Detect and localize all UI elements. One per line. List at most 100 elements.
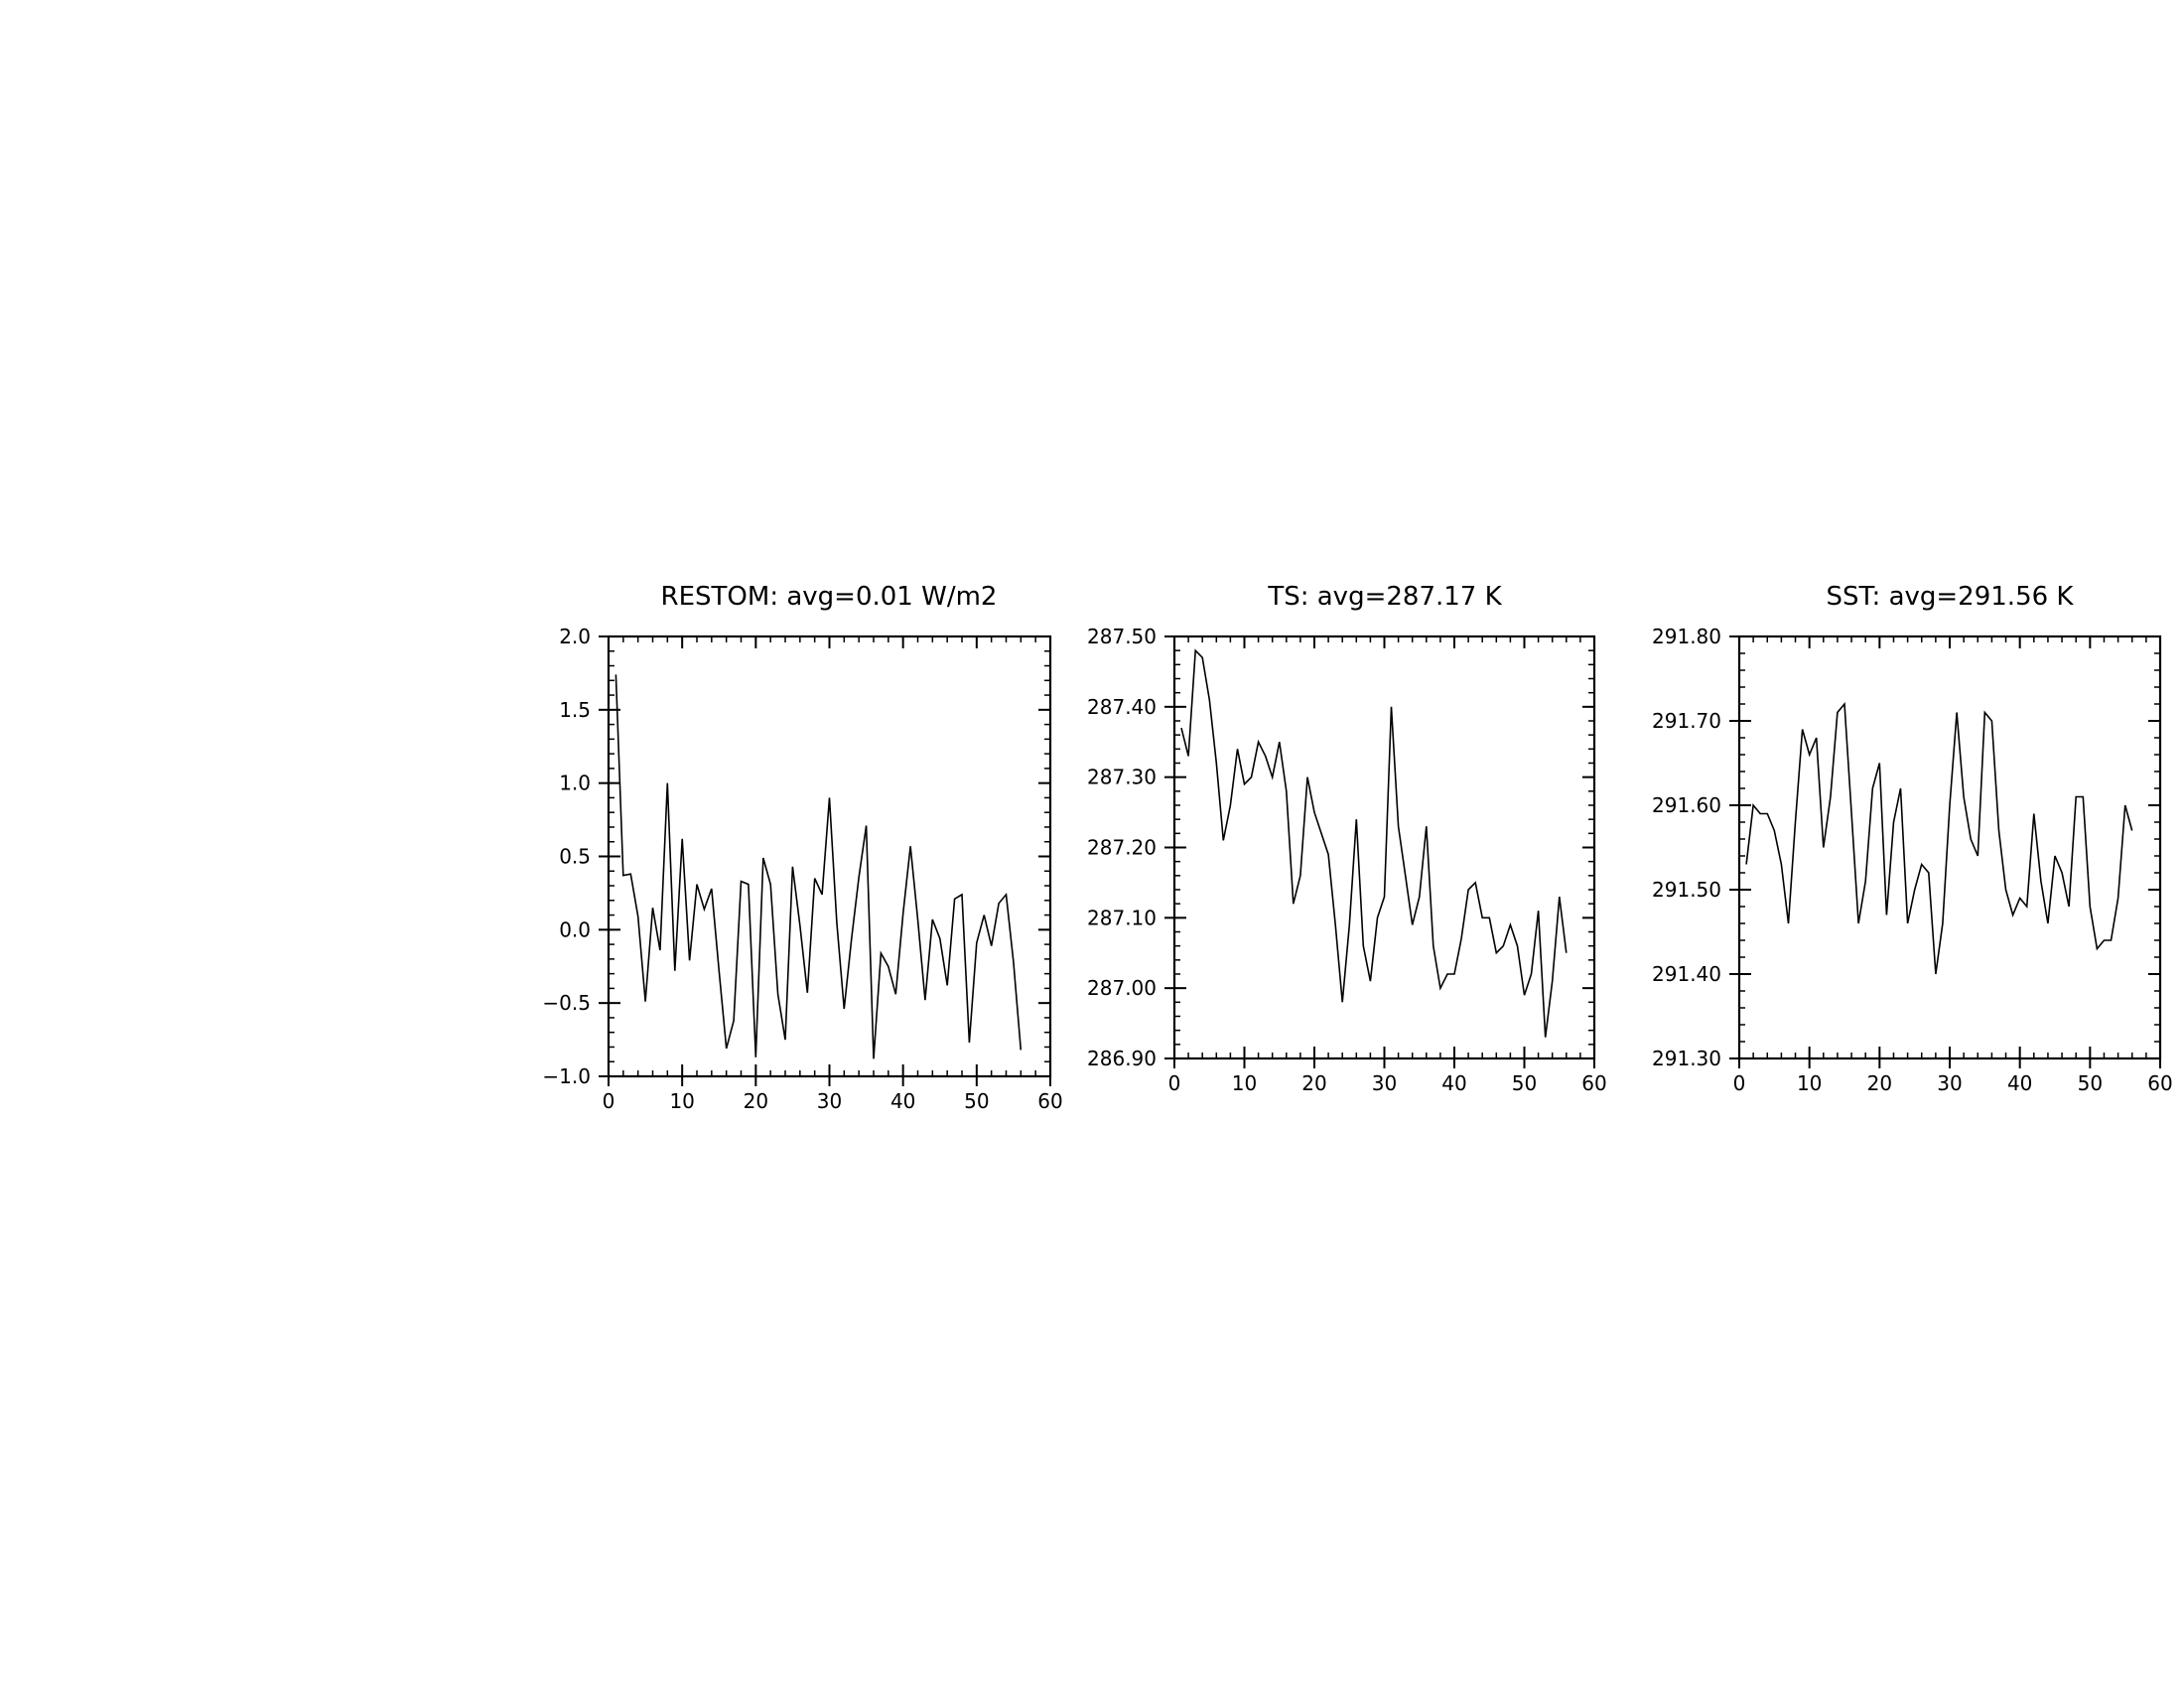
restom-title: RESTOM: avg=0.01 W/m2 (661, 582, 998, 612)
restom-data-point (924, 999, 926, 1001)
restom-data-point (858, 876, 860, 878)
sst-title: SST: avg=291.56 K (1827, 582, 2075, 612)
sst-data-point (1830, 796, 1832, 798)
ts-data-point (1265, 755, 1267, 757)
sst-data-point (1759, 813, 1761, 815)
ts-data-point (1405, 875, 1407, 877)
ts-data-point (1237, 748, 1239, 750)
ts-data-point (1279, 741, 1281, 743)
ts-title: TS: avg=287.17 K (1267, 582, 1502, 612)
ts-data-point (1208, 699, 1210, 701)
restom-data-point (954, 898, 956, 900)
sst-y-tick-label: 291.70 (1652, 709, 1721, 733)
ts-y-tick-label: 287.30 (1087, 766, 1157, 789)
sst-data-point (1823, 847, 1825, 849)
restom-y-tick-label: 0.0 (559, 917, 591, 941)
restom-data-point (991, 945, 993, 947)
ts-data-point (1313, 811, 1315, 813)
restom-y-tick-label: 1.5 (559, 698, 591, 722)
sst-data-point (1773, 830, 1775, 832)
ts-data-point (1229, 804, 1231, 806)
restom-data-point (894, 993, 896, 995)
restom-x-tick-label: 40 (890, 1089, 915, 1113)
restom-x-tick-label: 50 (964, 1089, 989, 1113)
restom-y-tick-label: 1.0 (559, 772, 591, 795)
sst-data-point (1921, 864, 1923, 866)
sst-x-tick-label: 20 (1867, 1071, 1892, 1095)
ts-data-point (1566, 952, 1568, 954)
sst-data-point (1857, 922, 1859, 924)
sst-data-point (2026, 906, 2028, 908)
sst-x-tick-label: 0 (1733, 1071, 1746, 1095)
ts-x-tick-label: 40 (1441, 1071, 1466, 1095)
ts-data-point (1384, 896, 1386, 898)
restom-data-point (939, 937, 941, 939)
restom-data-point (726, 1048, 728, 1050)
sst-data-point (1878, 763, 1880, 765)
sst-data-point (2033, 813, 2035, 815)
sst-data-point (1816, 737, 1818, 739)
sst-data-point (1949, 804, 1951, 806)
sst-data-point (2012, 914, 2014, 916)
restom-data-point (689, 959, 691, 961)
sst-data-point (1983, 712, 1985, 714)
sst-data-point (1956, 712, 1958, 714)
sst-data-point (1998, 830, 2000, 832)
sst-data-point (1990, 720, 1992, 722)
ts-data-point (1341, 1001, 1343, 1003)
restom-x-tick-label: 0 (603, 1089, 615, 1113)
ts-data-point (1334, 923, 1336, 925)
ts-data-point (1355, 818, 1357, 820)
ts-data-point (1545, 1037, 1547, 1039)
restom-data-point (931, 918, 933, 920)
restom-data-point (873, 1057, 875, 1059)
ts-data-point (1362, 945, 1364, 947)
sst-data-point (1837, 712, 1839, 714)
ts-data-point (1439, 987, 1441, 989)
ts-data-point (1502, 945, 1504, 947)
restom-data-point (880, 952, 882, 954)
ts-data-point (1495, 952, 1497, 954)
restom-data-point (703, 909, 705, 911)
ts-y-tick-label: 287.50 (1087, 625, 1157, 648)
restom-data-point (644, 1001, 646, 1003)
ts-data-point (1517, 945, 1519, 947)
sst-data-point (1935, 973, 1937, 975)
sst-data-point (1977, 855, 1979, 857)
restom-data-point (946, 984, 948, 986)
sst-data-point (2111, 939, 2113, 941)
ts-data-point (1531, 973, 1533, 975)
restom-data-point (909, 845, 911, 847)
restom-series-line (614, 674, 1023, 1059)
sst-data-point (2068, 906, 2070, 908)
ts-data-point (1201, 656, 1203, 658)
restom-x-tick-label: 10 (669, 1089, 694, 1113)
restom-y-tick-label: 2.0 (559, 625, 591, 648)
ts-data-point (1481, 916, 1483, 918)
sst-data-point (1795, 821, 1797, 823)
ts-data-point (1251, 776, 1253, 778)
restom-data-point (637, 915, 639, 917)
ts-data-point (1299, 875, 1301, 877)
restom-data-point (791, 866, 793, 868)
sst-panel: SST: avg=291.56 K 0 10 20 30 40 50 60 291.30 291… (1652, 582, 2173, 1095)
sst-data-point (1766, 813, 1768, 815)
sst-data-point (1928, 872, 1930, 874)
sst-data-point (1780, 864, 1782, 866)
ts-data-point (1460, 938, 1462, 940)
ts-data-point (1488, 916, 1490, 918)
restom-data-point (799, 924, 801, 926)
sst-data-point (2131, 830, 2133, 832)
sst-data-point (2005, 889, 2007, 891)
restom-panel: RESTOM: avg=0.01 W/m2 0 10 20 30 40 50 60 −1.0 −… (542, 582, 1062, 1113)
ts-data-point (1398, 825, 1400, 827)
sst-data-point (1843, 703, 1845, 705)
restom-data-point (652, 907, 654, 909)
sst-data-point (2075, 796, 2077, 798)
sst-data-point (1885, 914, 1887, 916)
ts-data-point (1306, 776, 1308, 778)
restom-data-point (1013, 961, 1015, 963)
restom-data-point (614, 673, 616, 675)
restom-data-point (777, 993, 779, 995)
